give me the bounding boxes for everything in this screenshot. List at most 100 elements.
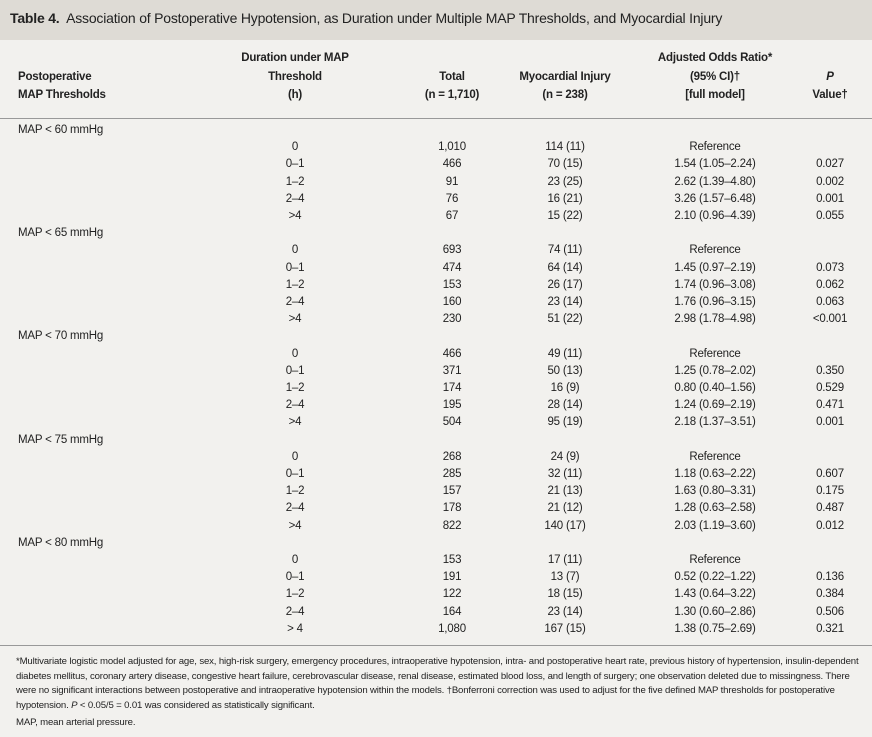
table-cell: 1.30 (0.60–2.86) (674, 605, 756, 618)
table-cell: 2.62 (1.39–4.80) (674, 175, 756, 188)
table-cell: 0.063 (816, 296, 844, 308)
table-cell: 26 (17) (547, 278, 583, 291)
table-cell: 1.38 (0.75–2.69) (674, 622, 756, 635)
table-cell: 157 (442, 485, 462, 498)
footnote: *Multivariate logistic model adjusted fo… (16, 655, 862, 713)
header-cell: Value† (812, 89, 848, 101)
group-label: MAP < 70 mmHg (18, 330, 104, 343)
table-cell: 2.98 (1.78–4.98) (674, 313, 756, 326)
header-cell: Total (439, 70, 465, 83)
group-label: MAP < 75 mmHg (18, 433, 104, 446)
header-cell: (n = 1,710) (424, 89, 480, 101)
table-cell: 153 (442, 554, 462, 566)
table-cell: 0.073 (816, 261, 844, 274)
table-cell: 18 (15) (547, 588, 583, 601)
table-cell: 0.062 (816, 278, 844, 291)
table-cell: 1.54 (1.05–2.24) (674, 158, 756, 171)
table-cell: 1.25 (0.78–2.02) (674, 364, 756, 377)
table-cell: 74 (11) (547, 244, 583, 257)
table-cell: 0–1 (285, 468, 305, 480)
title-text: Association of Postoperative Hypotension… (66, 10, 723, 26)
table-cell: 0.001 (816, 416, 844, 429)
table-title: Table 4. Association of Postoperative Hy… (10, 10, 722, 26)
table-cell: 504 (442, 416, 462, 429)
table-cell: 70 (15) (547, 158, 583, 171)
table-cell: 0–1 (285, 158, 305, 171)
table-cell: 91 (445, 175, 459, 188)
header-cell: (n = 238) (542, 89, 588, 101)
table-cell: 50 (13) (547, 364, 583, 377)
table-cell: 371 (442, 364, 462, 377)
table-cell: 0.027 (816, 158, 844, 171)
table-cell: 268 (442, 450, 462, 463)
table-cell: 178 (442, 502, 462, 515)
table-cell: 1.24 (0.69–2.19) (674, 399, 756, 412)
table-cell: 0.506 (816, 605, 844, 618)
table-cell: 21 (12) (547, 502, 583, 515)
header-cell: Threshold (268, 70, 322, 83)
header-cell: Postoperative (18, 70, 92, 83)
table-cell: 0 (291, 347, 299, 360)
table-cell: 0.52 (0.22–1.22) (674, 571, 756, 584)
group-label: MAP < 65 mmHg (18, 227, 104, 240)
table-cell: 32 (11) (547, 468, 583, 480)
table-cell: 51 (22) (547, 313, 583, 326)
header-rule (0, 118, 872, 119)
table-cell: 16 (21) (547, 192, 583, 205)
table-cell: 0 (291, 554, 299, 566)
table-cell: 0.055 (816, 210, 844, 222)
table-cell: 0–1 (285, 571, 305, 584)
header-cell: Adjusted Odds Ratio* (657, 52, 773, 64)
header-cell: (h) (287, 89, 303, 101)
header-cell: [full model] (685, 89, 745, 101)
table-cell: 285 (442, 468, 462, 480)
header-cell: (95% CI)† (690, 70, 740, 83)
table-cell: 28 (14) (547, 399, 583, 412)
table-cell: 474 (442, 261, 462, 274)
table-cell: 1.28 (0.63–2.58) (674, 502, 756, 515)
title-bar (0, 0, 872, 40)
table-cell: 174 (442, 382, 462, 394)
table-cell: 0.384 (816, 588, 844, 601)
table-cell: 122 (442, 588, 462, 601)
table-cell: 1.18 (0.63–2.22) (674, 468, 756, 480)
table-cell: 114 (11) (545, 141, 585, 154)
table-cell: <0.001 (812, 313, 848, 326)
table-cell: 1–2 (285, 175, 305, 188)
table-cell: 2–4 (285, 399, 305, 412)
table-cell: 1–2 (285, 382, 305, 394)
table-cell: 1.45 (0.97–2.19) (674, 261, 756, 274)
table-cell: 0.487 (816, 502, 844, 515)
table-cell: 21 (13) (547, 485, 583, 498)
table-cell: 822 (442, 519, 462, 532)
table-cell: 0.80 (0.40–1.56) (674, 382, 756, 394)
table-cell: 1.43 (0.64–3.22) (674, 588, 756, 601)
table-cell: 67 (445, 210, 459, 222)
table-cell: 1.76 (0.96–3.15) (674, 296, 756, 308)
table-cell: 1.74 (0.96–3.08) (674, 278, 756, 291)
table-cell: 0.350 (816, 364, 844, 377)
footnotes: *Multivariate logistic model adjusted fo… (16, 655, 862, 734)
table-cell: Reference (689, 244, 741, 257)
table-cell: 2.10 (0.96–4.39) (674, 210, 756, 222)
table-cell: 0 (291, 244, 299, 257)
table-cell: 167 (15) (544, 622, 586, 635)
table-cell: 230 (442, 313, 462, 326)
table-cell: 15 (22) (547, 210, 583, 222)
table-cell: 693 (442, 244, 462, 257)
table-cell: >4 (288, 519, 302, 532)
table-cell: 160 (442, 296, 462, 308)
table-cell: 0.002 (816, 175, 844, 188)
table-cell: Reference (689, 347, 741, 360)
table-cell: 1–2 (285, 588, 305, 601)
table-cell: 0 (291, 141, 299, 154)
header-cell: P (826, 70, 834, 83)
table-cell: 2.03 (1.19–3.60) (674, 519, 756, 532)
table-cell: 2–4 (285, 296, 305, 308)
title-label: Table 4. (10, 10, 60, 26)
table-cell: 95 (19) (547, 416, 583, 429)
footnote-text: *Multivariate logistic model adjusted fo… (16, 656, 859, 711)
table-cell: Reference (689, 141, 741, 154)
table-cell: 23 (25) (547, 175, 583, 188)
